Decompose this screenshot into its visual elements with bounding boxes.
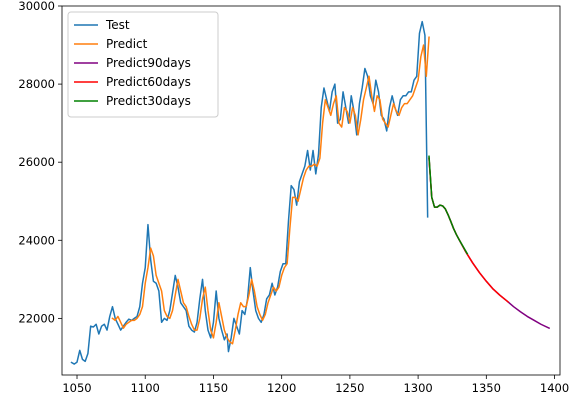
legend-label-3: Predict60days [106,75,191,89]
axes-layer: 1050 1100 1150 1200 1250 1300 1350 1400 22000 240… [18,0,569,395]
x-tick-label: 1100 [131,381,160,395]
x-tick-label: 1350 [472,381,501,395]
x-tick-label: 1300 [403,381,432,395]
y-tick-label: 26000 [18,155,55,169]
x-tick-label: 1250 [335,381,364,395]
x-tick-label: 1200 [267,381,296,395]
y-tick-label: 22000 [18,311,55,325]
y-tick-label: 30000 [18,0,55,13]
x-tick-label: 1150 [199,381,228,395]
x-tick-label: 1400 [540,381,569,395]
series-layer [70,20,551,365]
series-line-4 [428,155,469,255]
legend-box [67,11,219,118]
legend-label-0: Test [105,18,130,32]
legend-label-1: Predict [106,37,148,51]
y-tick-label: 24000 [18,233,55,247]
legend: Test Predict Predict90days Predict60days Pre… [67,11,219,118]
plot-frame [61,5,561,376]
series-line-1 [111,36,430,345]
x-tick-label: 1050 [62,381,91,395]
legend-label-4: Predict30days [106,94,191,108]
y-tick-label: 28000 [18,77,55,91]
legend-label-2: Predict90days [106,56,191,70]
